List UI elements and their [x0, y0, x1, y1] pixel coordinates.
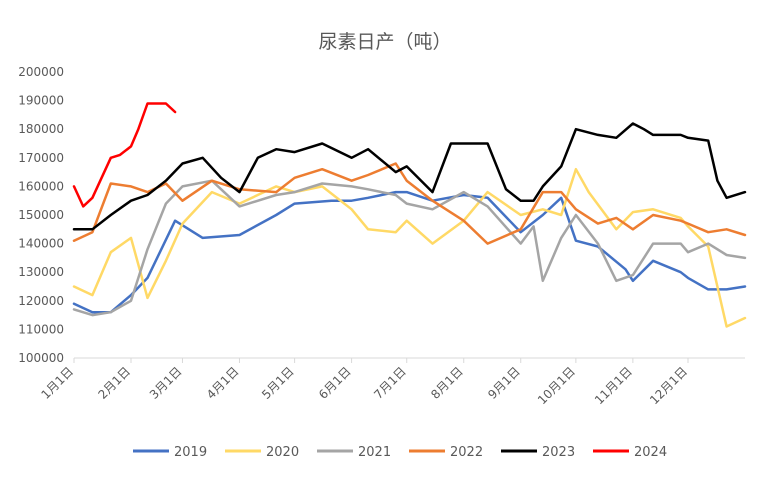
legend-label: 2024 — [634, 445, 667, 460]
legend-label: 2023 — [542, 445, 575, 460]
x-tick-label: 5月1日 — [259, 364, 297, 402]
series-line-2024 — [72, 102, 177, 208]
x-tick-label: 7月1日 — [371, 364, 409, 402]
x-tick-label: 10月1日 — [535, 364, 578, 407]
x-tick-label: 12月1日 — [647, 364, 690, 407]
y-tick-label: 150000 — [18, 208, 64, 222]
x-tick-label: 1月1日 — [38, 364, 76, 402]
y-tick-label: 110000 — [18, 322, 64, 336]
legend-item-2020: 2020 — [225, 445, 299, 460]
legend-item-2019: 2019 — [133, 445, 207, 460]
x-tick-label: 9月1日 — [485, 364, 523, 402]
legend-item-2022: 2022 — [409, 445, 483, 460]
x-tick-label: 6月1日 — [316, 364, 354, 402]
series-layer — [72, 102, 747, 328]
y-tick-label: 190000 — [18, 94, 64, 108]
x-axis: 1月1日 2月1日 3月1日 4月1日 5月1日 6月1日 7月1日 8月1日 9月1日 10月1… — [38, 357, 745, 407]
legend-item-2021: 2021 — [317, 445, 391, 460]
legend-item-2024: 2024 — [593, 445, 667, 460]
y-tick-label: 100000 — [18, 351, 64, 365]
legend-label: 2022 — [450, 445, 483, 460]
x-tick-label: 3月1日 — [147, 364, 185, 402]
x-tick-label: 8月1日 — [428, 364, 466, 402]
y-tick-label: 140000 — [18, 237, 64, 251]
series-line-2023 — [72, 122, 747, 231]
x-tick-label: 11月1日 — [592, 364, 635, 407]
series-line-2021 — [72, 179, 747, 317]
y-tick-label: 120000 — [18, 294, 64, 308]
y-tick-label: 130000 — [18, 265, 64, 279]
y-tick-label: 180000 — [18, 122, 64, 136]
y-tick-label: 200000 — [18, 65, 64, 79]
chart-legend: 2019 2020 2021 2022 2023 2024 — [133, 445, 667, 460]
y-tick-label: 160000 — [18, 179, 64, 193]
series-line-2020 — [72, 167, 747, 328]
legend-label: 2019 — [174, 445, 207, 460]
x-tick-label: 4月1日 — [204, 364, 242, 402]
chart-title: 尿素日产（吨） — [318, 31, 451, 53]
y-axis: 100000 110000 120000 130000 140000 150000 1600… — [18, 65, 64, 365]
y-tick-label: 170000 — [18, 151, 64, 165]
legend-item-2023: 2023 — [501, 445, 575, 460]
legend-label: 2020 — [266, 445, 299, 460]
x-tick-label: 2月1日 — [95, 364, 133, 402]
legend-label: 2021 — [358, 445, 391, 460]
series-line-2022 — [72, 162, 747, 245]
